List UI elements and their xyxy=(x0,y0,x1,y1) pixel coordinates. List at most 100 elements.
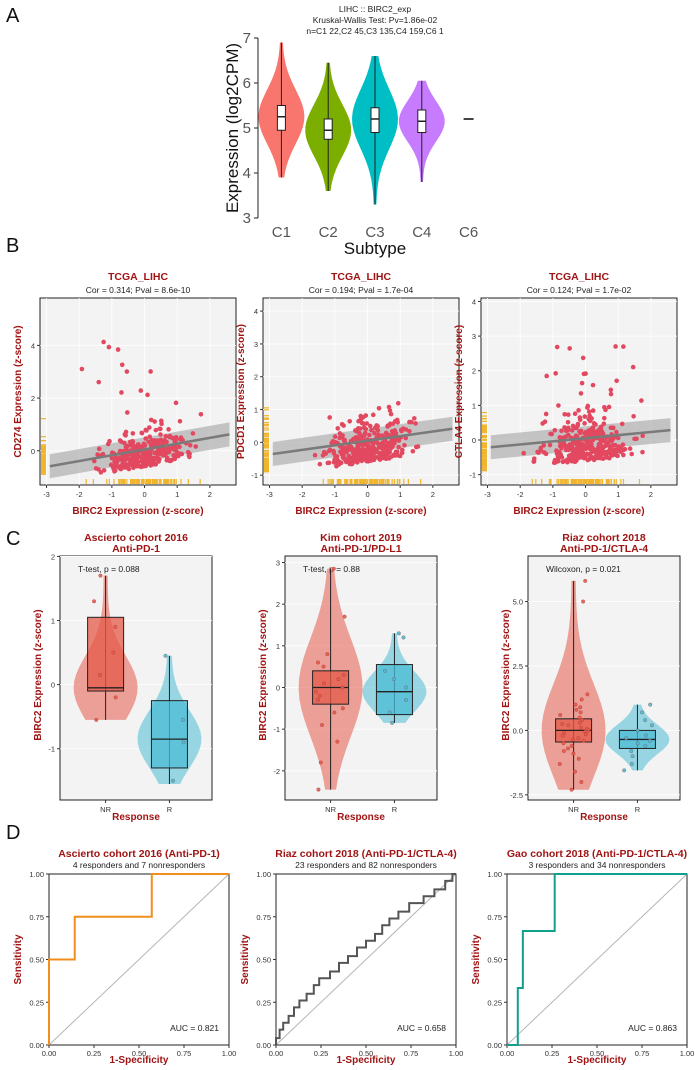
box-point xyxy=(383,668,387,673)
scatter-xtick-label: -1 xyxy=(332,490,339,499)
scatter-point xyxy=(167,458,173,464)
scatter-point xyxy=(541,450,547,455)
scatter-xtick-label: 2 xyxy=(649,490,653,499)
roc-xtick-label: 0.25 xyxy=(314,1049,329,1058)
scatter-point xyxy=(178,435,184,441)
box-ytick-label: 1 xyxy=(276,642,280,651)
box-point xyxy=(331,566,336,571)
scatter-point xyxy=(342,457,348,462)
roc-xtick-label: 0.50 xyxy=(132,1049,147,1058)
box-point xyxy=(630,754,635,759)
scatter-point xyxy=(410,448,416,454)
box-point xyxy=(387,710,392,715)
box-point xyxy=(579,780,584,784)
scatter-point xyxy=(606,404,612,410)
box-point xyxy=(316,698,320,702)
scatter-point xyxy=(613,344,618,349)
violin-xtick-label: C3 xyxy=(365,224,384,241)
scatter-point xyxy=(547,442,553,448)
box-point xyxy=(583,732,588,737)
scatter-point xyxy=(337,431,343,436)
box-point xyxy=(578,725,583,730)
box-point xyxy=(561,749,566,753)
scatter-point xyxy=(395,400,401,406)
scatter-point xyxy=(562,411,567,417)
scatter-point xyxy=(149,462,154,467)
scatter-point xyxy=(356,418,361,424)
scatter-point xyxy=(569,458,574,464)
scatter-point xyxy=(578,430,583,436)
box-point xyxy=(404,698,408,702)
roc-xtick-label: 1.00 xyxy=(449,1049,464,1058)
scatter-point xyxy=(323,451,328,456)
roc-title: Gao cohort 2018 (Anti-PD-1/CTLA-4) xyxy=(507,848,687,860)
scatter-point xyxy=(552,428,558,433)
scatter-point xyxy=(374,449,379,455)
scatter-point xyxy=(317,461,323,467)
scatter-point xyxy=(609,448,615,453)
scatter-fit-line xyxy=(49,433,230,468)
scatter-point xyxy=(572,411,578,417)
roc-ytick-label: 0.00 xyxy=(29,1041,44,1050)
box-ytick-label: 2.5 xyxy=(513,662,523,671)
box-point xyxy=(336,677,341,682)
scatter-ytick-label: 2 xyxy=(31,394,35,403)
scatter-point xyxy=(163,448,169,453)
scatter-point xyxy=(166,445,172,451)
scatter-point xyxy=(367,432,372,438)
scatter-point xyxy=(358,453,363,459)
box-ytick-label: 0 xyxy=(51,681,55,690)
roc-ylabel: Sensitivity xyxy=(240,934,251,984)
scatter-point xyxy=(144,428,149,433)
violin-box xyxy=(370,107,380,133)
box-point xyxy=(321,681,326,686)
scatter-point xyxy=(582,421,587,426)
box-xtick-label: R xyxy=(392,805,398,814)
scatter-point xyxy=(143,436,149,441)
scatter-point xyxy=(619,421,625,427)
roc-xtick-label: 0.00 xyxy=(42,1049,57,1058)
scatter-point xyxy=(123,429,129,435)
box-point xyxy=(342,614,347,619)
violin-subtitle: Kruskal-Wallis Test: Pv=1.86e-02 xyxy=(313,15,438,25)
scatter-point xyxy=(579,380,585,386)
scatter-point xyxy=(403,427,409,432)
scatter-point xyxy=(593,422,598,427)
roc-xtick-label: 0.75 xyxy=(177,1049,192,1058)
box-point xyxy=(181,717,185,722)
box-point xyxy=(643,743,648,748)
box-point xyxy=(94,717,99,722)
box-point xyxy=(576,756,581,761)
scatter-point xyxy=(364,421,370,426)
scatter-xtick-label: -2 xyxy=(517,490,524,499)
scatter-point xyxy=(563,434,569,439)
box-point xyxy=(560,722,565,726)
box-point xyxy=(98,573,103,578)
scatter-point xyxy=(359,420,365,426)
scatter-point xyxy=(543,411,549,417)
scatter-point xyxy=(521,450,527,456)
scatter-point xyxy=(370,457,376,463)
scatter-ytick-label: 0 xyxy=(472,436,476,445)
scatter-point xyxy=(173,400,179,406)
scatter-point xyxy=(640,449,645,455)
scatter-point xyxy=(380,455,385,461)
scatter-point xyxy=(610,425,616,431)
roc-curve xyxy=(507,873,687,1046)
scatter-point xyxy=(138,388,144,393)
scatter-point xyxy=(341,423,346,428)
box-point xyxy=(579,697,584,702)
scatter-point xyxy=(362,454,367,460)
roc-ytick-label: 0.75 xyxy=(29,913,44,922)
scatter-point xyxy=(608,444,614,449)
scatter-point xyxy=(96,446,102,452)
scatter-point xyxy=(601,415,607,421)
roc-auc-label: AUC = 0.821 xyxy=(170,1023,219,1033)
box-point xyxy=(113,695,118,700)
scatter-point xyxy=(573,440,578,445)
scatter-point xyxy=(415,444,421,449)
scatter-point xyxy=(346,447,351,453)
scatter-point xyxy=(156,459,161,464)
scatter-point xyxy=(399,447,405,453)
box-point xyxy=(181,740,186,745)
